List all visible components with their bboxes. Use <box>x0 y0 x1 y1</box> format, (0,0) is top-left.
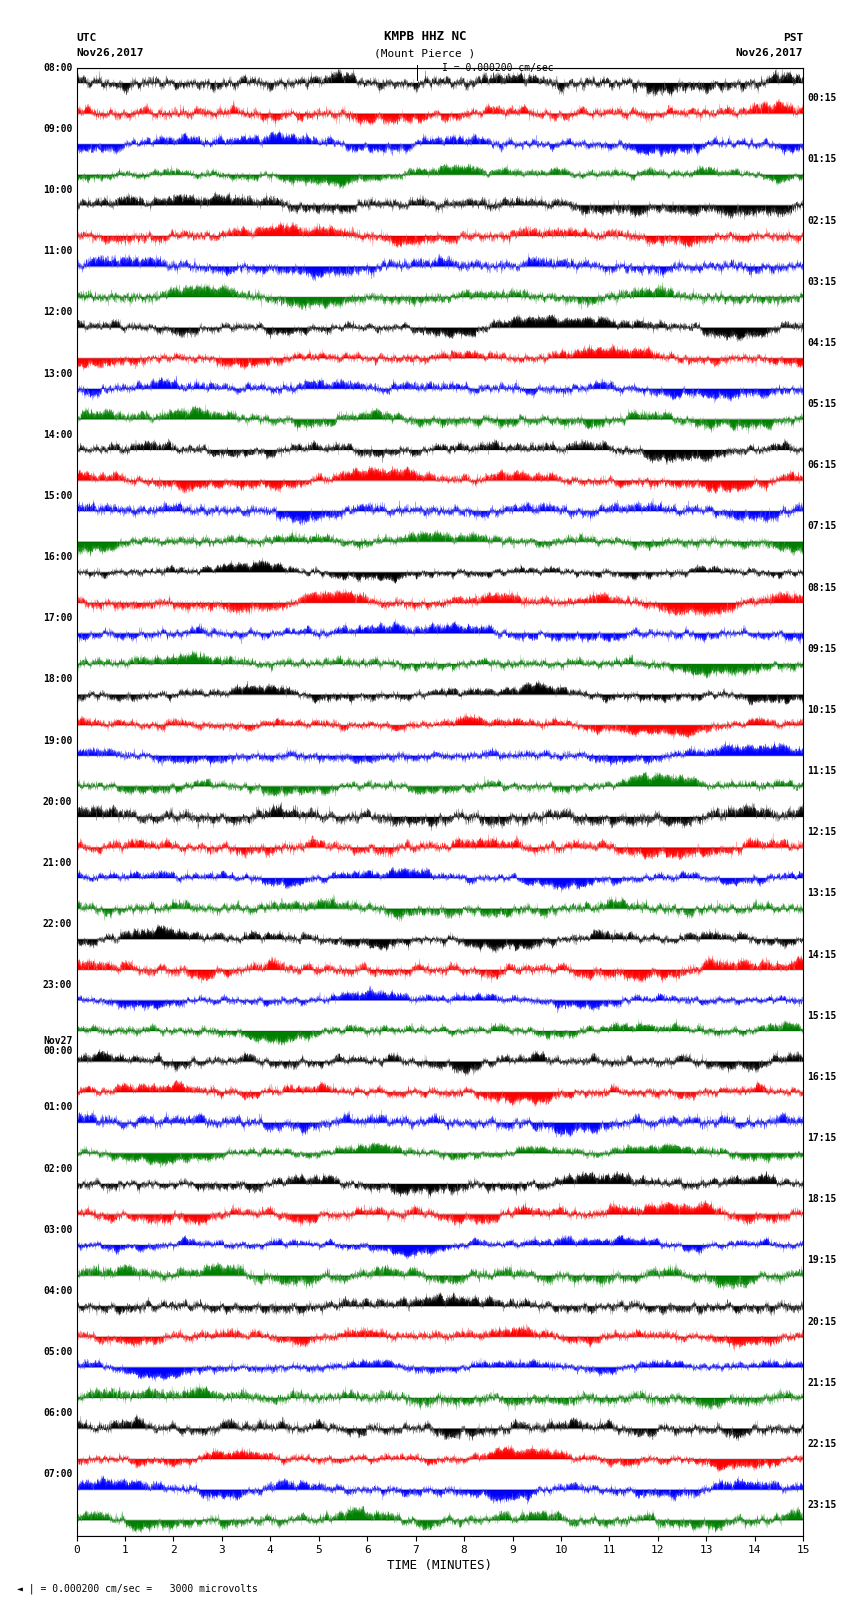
Text: 08:15: 08:15 <box>808 582 837 592</box>
Text: 22:15: 22:15 <box>808 1439 837 1448</box>
Text: 06:00: 06:00 <box>42 1408 72 1418</box>
Text: 07:15: 07:15 <box>808 521 837 531</box>
Text: 23:15: 23:15 <box>808 1500 837 1510</box>
Text: Nov26,2017: Nov26,2017 <box>736 48 803 58</box>
Text: 15:00: 15:00 <box>42 490 72 502</box>
Text: 11:15: 11:15 <box>808 766 837 776</box>
Text: 06:15: 06:15 <box>808 460 837 471</box>
X-axis label: TIME (MINUTES): TIME (MINUTES) <box>388 1560 492 1573</box>
Text: 14:15: 14:15 <box>808 950 837 960</box>
Text: 03:15: 03:15 <box>808 277 837 287</box>
Text: Nov27: Nov27 <box>42 1036 72 1047</box>
Text: ◄ | = 0.000200 cm/sec =   3000 microvolts: ◄ | = 0.000200 cm/sec = 3000 microvolts <box>17 1582 258 1594</box>
Text: 16:15: 16:15 <box>808 1073 837 1082</box>
Text: 01:00: 01:00 <box>42 1102 72 1113</box>
Text: 03:00: 03:00 <box>42 1224 72 1236</box>
Text: 04:00: 04:00 <box>42 1286 72 1295</box>
Text: 17:15: 17:15 <box>808 1132 837 1144</box>
Text: KMPB HHZ NC: KMPB HHZ NC <box>383 29 467 44</box>
Text: 07:00: 07:00 <box>42 1469 72 1479</box>
Text: 23:00: 23:00 <box>42 981 72 990</box>
Text: 01:15: 01:15 <box>808 155 837 165</box>
Text: 02:00: 02:00 <box>42 1163 72 1174</box>
Text: 02:15: 02:15 <box>808 216 837 226</box>
Text: 19:00: 19:00 <box>42 736 72 745</box>
Text: 08:00: 08:00 <box>42 63 72 73</box>
Text: 14:00: 14:00 <box>42 429 72 440</box>
Text: 00:00: 00:00 <box>42 1047 72 1057</box>
Text: Nov26,2017: Nov26,2017 <box>76 48 144 58</box>
Text: 10:00: 10:00 <box>42 185 72 195</box>
Text: 20:00: 20:00 <box>42 797 72 806</box>
Text: 18:15: 18:15 <box>808 1194 837 1205</box>
Text: 21:00: 21:00 <box>42 858 72 868</box>
Text: 20:15: 20:15 <box>808 1316 837 1326</box>
Text: 13:00: 13:00 <box>42 368 72 379</box>
Text: 05:15: 05:15 <box>808 398 837 410</box>
Text: 16:00: 16:00 <box>42 552 72 561</box>
Text: 22:00: 22:00 <box>42 919 72 929</box>
Text: 15:15: 15:15 <box>808 1011 837 1021</box>
Text: I = 0.000200 cm/sec: I = 0.000200 cm/sec <box>442 63 553 73</box>
Text: 09:00: 09:00 <box>42 124 72 134</box>
Text: 10:15: 10:15 <box>808 705 837 715</box>
Text: (Mount Pierce ): (Mount Pierce ) <box>374 48 476 58</box>
Text: 09:15: 09:15 <box>808 644 837 653</box>
Text: 12:15: 12:15 <box>808 827 837 837</box>
Text: 04:15: 04:15 <box>808 339 837 348</box>
Text: 17:00: 17:00 <box>42 613 72 623</box>
Text: 21:15: 21:15 <box>808 1378 837 1387</box>
Text: 11:00: 11:00 <box>42 247 72 256</box>
Text: UTC: UTC <box>76 32 97 44</box>
Text: 05:00: 05:00 <box>42 1347 72 1357</box>
Text: PST: PST <box>783 32 803 44</box>
Text: 13:15: 13:15 <box>808 889 837 898</box>
Text: 19:15: 19:15 <box>808 1255 837 1265</box>
Text: 00:15: 00:15 <box>808 94 837 103</box>
Text: 12:00: 12:00 <box>42 308 72 318</box>
Text: 18:00: 18:00 <box>42 674 72 684</box>
